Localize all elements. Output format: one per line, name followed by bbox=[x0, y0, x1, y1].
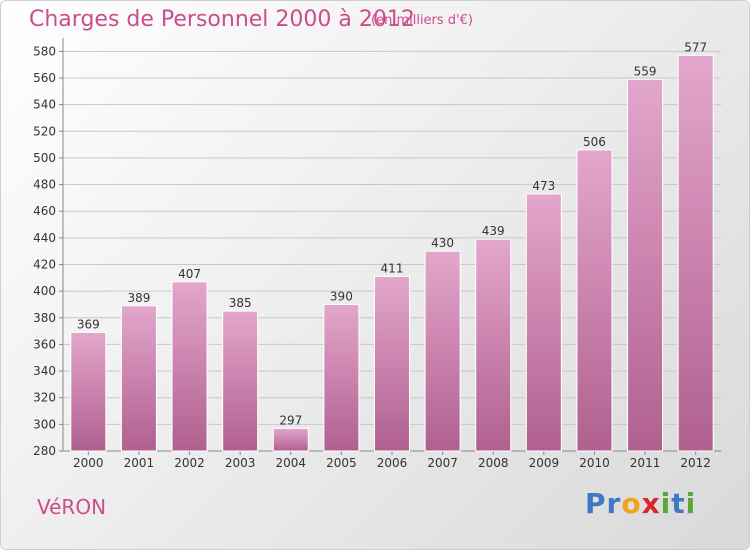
y-tick-label: 440 bbox=[33, 231, 56, 245]
y-tick-label: 400 bbox=[33, 284, 56, 298]
proxiti-logo: Proxiti bbox=[585, 487, 696, 520]
y-tick-label: 320 bbox=[33, 391, 56, 405]
bar bbox=[70, 331, 107, 452]
data-label: 297 bbox=[279, 413, 302, 427]
data-label: 577 bbox=[684, 40, 707, 54]
y-tick-label: 300 bbox=[33, 417, 56, 431]
y-tick-label: 360 bbox=[33, 337, 56, 351]
y-tick-label: 580 bbox=[33, 44, 56, 58]
data-label: 439 bbox=[482, 224, 505, 238]
y-tick-label: 500 bbox=[33, 151, 56, 165]
data-label: 473 bbox=[532, 179, 555, 193]
bar bbox=[627, 78, 664, 452]
x-tick-label: 2006 bbox=[377, 456, 408, 470]
x-tick-label: 2004 bbox=[275, 456, 306, 470]
logo-letter: i bbox=[685, 487, 697, 520]
x-tick-label: 2011 bbox=[630, 456, 661, 470]
town-name: VéRON bbox=[37, 495, 107, 519]
data-label: 430 bbox=[431, 236, 454, 250]
y-tick-label: 520 bbox=[33, 124, 56, 138]
y-tick-label: 340 bbox=[33, 364, 56, 378]
bar bbox=[120, 305, 157, 452]
logo-letter: o bbox=[621, 487, 642, 520]
x-tick-label: 2001 bbox=[124, 456, 155, 470]
x-tick-label: 2005 bbox=[326, 456, 357, 470]
logo-letter: P bbox=[585, 487, 607, 520]
bar bbox=[424, 250, 461, 452]
bar bbox=[222, 310, 259, 452]
data-label: 506 bbox=[583, 135, 606, 149]
x-tick-label: 2009 bbox=[529, 456, 560, 470]
x-tick-label: 2003 bbox=[225, 456, 256, 470]
y-tick-label: 380 bbox=[33, 311, 56, 325]
y-tick-label: 420 bbox=[33, 257, 56, 271]
bar bbox=[374, 275, 410, 452]
logo-letter: x bbox=[641, 487, 661, 520]
chart-title: Charges de Personnel 2000 à 2012 bbox=[29, 7, 415, 32]
data-label: 559 bbox=[634, 64, 657, 78]
y-tick-label: 540 bbox=[33, 98, 56, 112]
data-label: 407 bbox=[178, 267, 201, 281]
bar bbox=[525, 193, 562, 452]
y-tick-label: 280 bbox=[33, 444, 56, 458]
data-label: 390 bbox=[330, 289, 353, 303]
logo-letter: r bbox=[606, 487, 622, 520]
bar bbox=[272, 427, 309, 452]
logo-letter: t bbox=[671, 487, 686, 520]
bar bbox=[677, 54, 714, 452]
data-label: 389 bbox=[127, 291, 150, 305]
bar bbox=[171, 281, 208, 452]
bar bbox=[323, 303, 360, 452]
y-tick-label: 460 bbox=[33, 204, 56, 218]
x-tick-label: 2012 bbox=[680, 456, 711, 470]
logo-letter: i bbox=[660, 487, 672, 520]
x-tick-label: 2010 bbox=[579, 456, 610, 470]
bar bbox=[475, 238, 512, 452]
x-tick-label: 2007 bbox=[427, 456, 458, 470]
bar bbox=[576, 149, 613, 452]
y-tick-label: 560 bbox=[33, 71, 56, 85]
x-tick-label: 2000 bbox=[73, 456, 104, 470]
y-tick-label: 480 bbox=[33, 178, 56, 192]
x-tick-label: 2008 bbox=[478, 456, 509, 470]
data-label: 411 bbox=[381, 261, 404, 275]
data-label: 385 bbox=[229, 296, 252, 310]
x-tick-label: 2002 bbox=[174, 456, 205, 470]
data-label: 369 bbox=[77, 317, 100, 331]
chart-subtitle: (en milliers d'€) bbox=[371, 13, 473, 28]
